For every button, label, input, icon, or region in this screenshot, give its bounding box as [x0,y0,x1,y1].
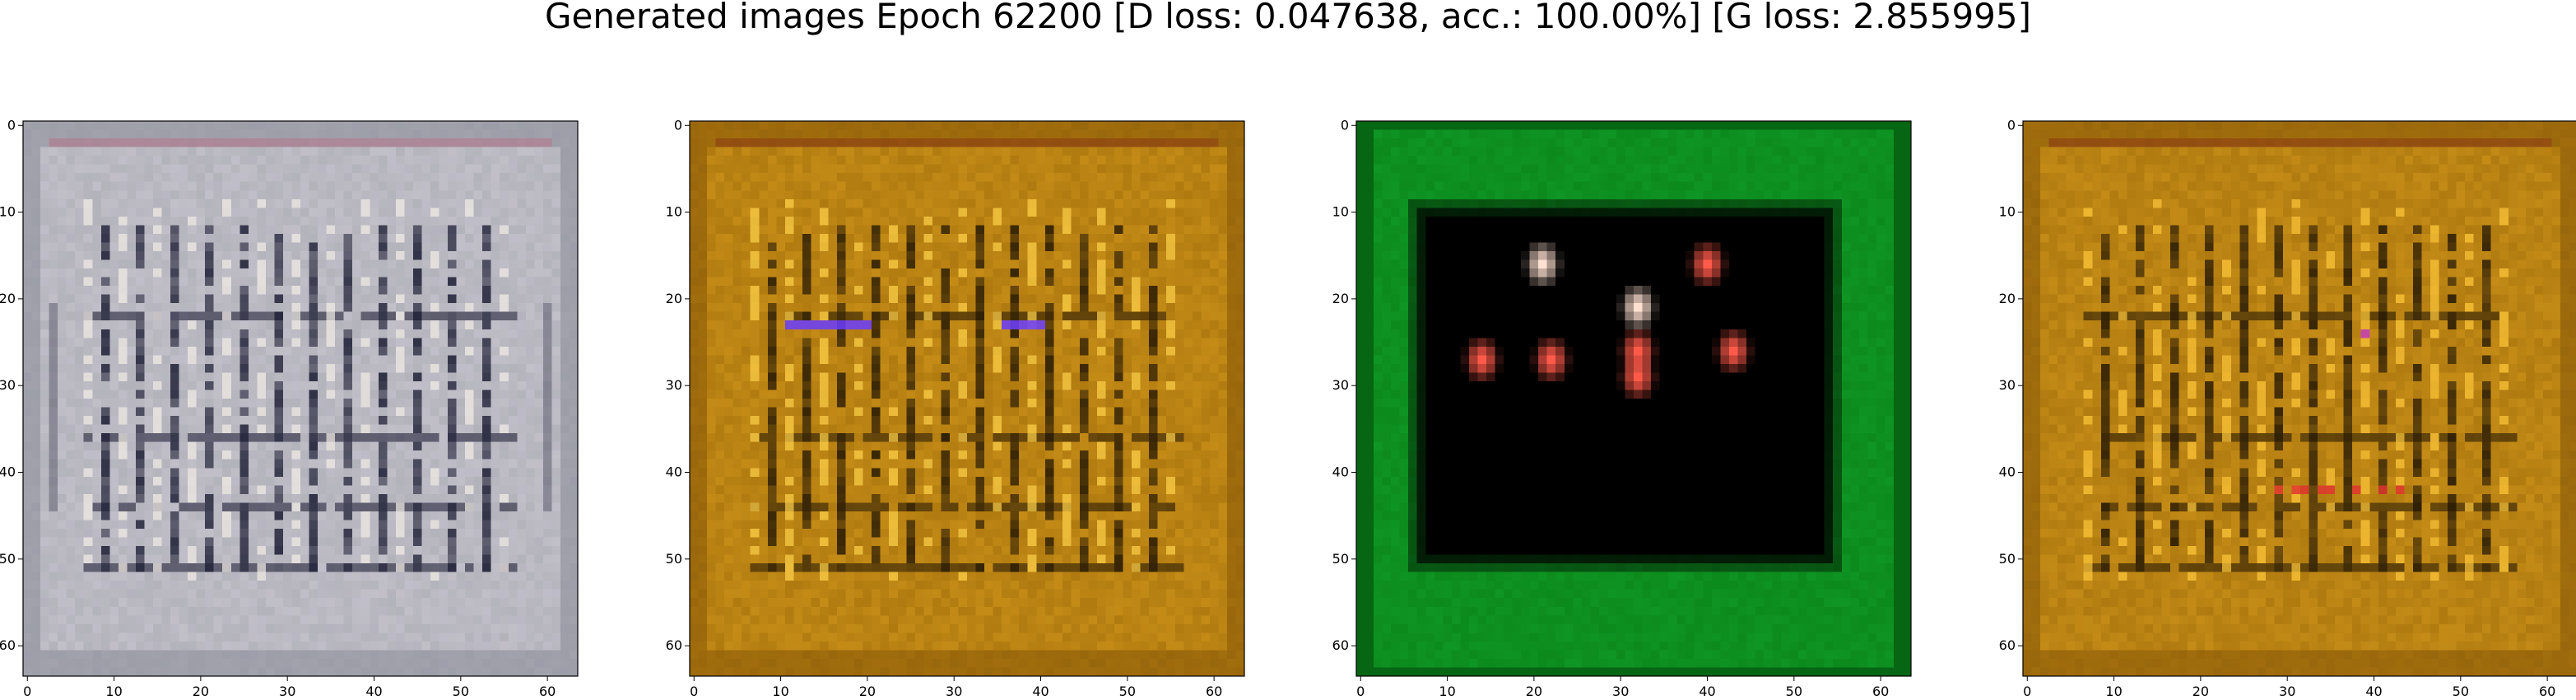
x-tick-label: 40 [2365,684,2382,699]
y-tick-label: 40 [1332,464,1349,480]
y-tick-label: 40 [666,464,682,480]
y-tick-label: 10 [666,204,682,220]
x-tick-label: 40 [1032,684,1049,699]
y-tick-label: 60 [1999,637,2016,653]
y-tick-label: 0 [674,117,682,133]
y-tick-label: 20 [1332,291,1349,306]
y-tick-label: 60 [0,637,16,653]
x-tick-label: 20 [2192,684,2209,699]
x-tick-label: 30 [946,684,962,699]
y-tick-label: 50 [666,551,682,567]
x-tick-label: 0 [23,684,31,699]
y-tick-label: 20 [0,291,16,306]
image-pixels [1356,121,1912,677]
x-tick-label: 60 [1872,684,1889,699]
x-tick-label: 30 [1612,684,1629,699]
x-tick-label: 10 [772,684,788,699]
y-tick-label: 20 [1999,291,2016,306]
x-tick-label: 0 [1356,684,1365,699]
x-tick-label: 30 [279,684,295,699]
y-tick-label: 50 [1332,551,1349,567]
y-tick-label: 30 [0,377,16,393]
y-tick-label: 0 [2007,117,2016,133]
x-tick-label: 60 [1206,684,1222,699]
y-tick-label: 30 [1999,377,2016,393]
x-tick-label: 50 [1119,684,1136,699]
image-pixels [23,121,579,677]
y-tick-label: 10 [1999,204,2016,220]
x-tick-label: 50 [1786,684,1802,699]
x-tick-label: 0 [690,684,698,699]
y-tick-label: 50 [1999,551,2016,567]
x-tick-label: 20 [193,684,209,699]
x-tick-label: 10 [1439,684,1455,699]
y-tick-label: 10 [1332,204,1349,220]
x-tick-label: 10 [105,684,122,699]
x-tick-label: 20 [1526,684,1542,699]
y-tick-label: 40 [0,464,16,480]
x-tick-label: 20 [859,684,876,699]
x-tick-label: 60 [539,684,556,699]
y-tick-label: 0 [7,117,16,133]
x-tick-label: 40 [365,684,382,699]
x-tick-label: 40 [1699,684,1715,699]
y-tick-label: 60 [666,637,682,653]
x-tick-label: 30 [2279,684,2295,699]
x-tick-label: 50 [453,684,469,699]
y-tick-label: 20 [666,291,682,306]
y-tick-label: 30 [1332,377,1349,393]
y-tick-label: 50 [0,551,16,567]
x-tick-label: 50 [2453,684,2469,699]
x-tick-label: 0 [2023,684,2031,699]
y-tick-label: 0 [1341,117,1349,133]
image-pixels [2023,121,2576,677]
y-tick-label: 10 [0,204,16,220]
image-pixels [690,121,1245,677]
figure-title: Generated images Epoch 62200 [D loss: 0.… [0,0,2576,33]
y-tick-label: 60 [1332,637,1349,653]
x-tick-label: 10 [2105,684,2122,699]
x-tick-label: 60 [2539,684,2555,699]
y-tick-label: 40 [1999,464,2016,480]
y-tick-label: 30 [666,377,682,393]
